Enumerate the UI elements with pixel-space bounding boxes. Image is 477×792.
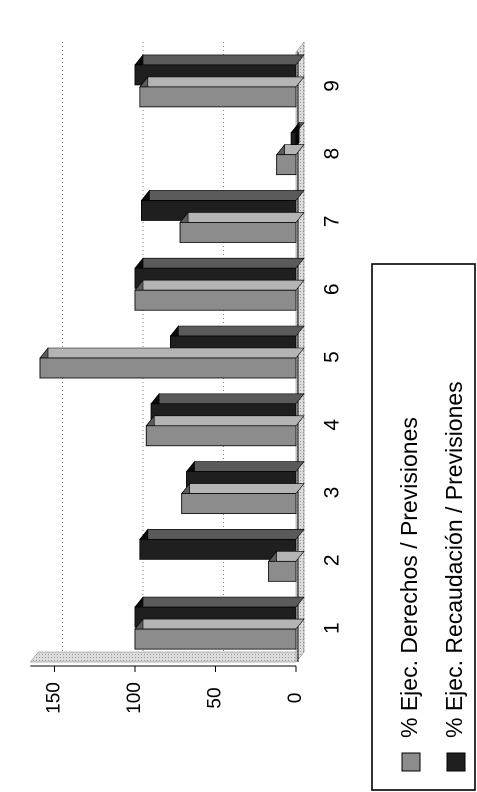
bar-top-face	[185, 461, 305, 472]
legend-frame	[371, 263, 476, 791]
bar-top-face	[134, 257, 305, 269]
category-label: 1	[321, 622, 344, 634]
bar-front-face	[134, 289, 297, 311]
bar	[139, 76, 305, 108]
bar	[134, 618, 305, 650]
bar	[181, 482, 305, 515]
category-label: 3	[321, 487, 344, 499]
bar	[276, 143, 305, 176]
bar-top-face	[134, 596, 305, 608]
bar	[145, 414, 305, 447]
bar-top-face	[140, 190, 305, 201]
category-label: 5	[321, 351, 344, 363]
bar-top-face	[134, 54, 305, 66]
value-tick-label: 150	[44, 682, 65, 714]
bar-front-face	[139, 86, 297, 108]
bar-top-face	[134, 618, 305, 630]
value-tick-label: 0	[285, 693, 306, 704]
bar-front-face	[134, 628, 297, 650]
value-tick-label: 50	[205, 687, 226, 708]
bar-top-face	[181, 483, 305, 494]
chart-stage: 0 50 100 150 1 2 3 4 5 6 7 8 9 % Ejec. Derechos / Pre…	[29, 41, 476, 791]
category-label: 7	[321, 216, 344, 228]
category-label: 2	[321, 554, 344, 566]
bar	[134, 279, 305, 312]
bar-front-face	[181, 493, 297, 514]
bar	[268, 550, 305, 583]
bar-top-face	[145, 415, 305, 427]
category-label: 9	[321, 80, 344, 92]
bar-front-face	[145, 425, 297, 447]
bar	[39, 347, 305, 379]
bar	[179, 211, 305, 244]
bar-front-face	[268, 560, 297, 582]
bar-top-face	[139, 76, 305, 88]
legend: % Ejec. Derechos / Previsiones % Ejec. Re…	[371, 263, 476, 791]
bar-top-face	[179, 212, 305, 223]
bar-top-face	[134, 279, 305, 291]
bar-front-face	[139, 538, 297, 560]
bar-front-face	[276, 154, 297, 176]
bar	[139, 528, 305, 561]
legend-swatch	[401, 752, 421, 772]
category-label: 6	[321, 283, 344, 295]
category-label: 8	[321, 148, 344, 160]
chart-side-wall	[29, 651, 305, 663]
category-label: 4	[321, 419, 344, 431]
bar-front-face	[179, 222, 297, 243]
legend-swatch	[446, 752, 466, 772]
value-tick-label: 100	[124, 682, 145, 714]
bar-top-face	[150, 393, 305, 405]
bar-top-face	[169, 325, 305, 337]
bar-top-face	[39, 347, 305, 359]
legend-label: % Ejec. Recaudación / Previsiones	[441, 381, 467, 738]
legend-label: % Ejec. Derechos / Previsiones	[396, 417, 422, 738]
bar-top-face	[139, 529, 305, 540]
bar-front-face	[39, 357, 297, 379]
